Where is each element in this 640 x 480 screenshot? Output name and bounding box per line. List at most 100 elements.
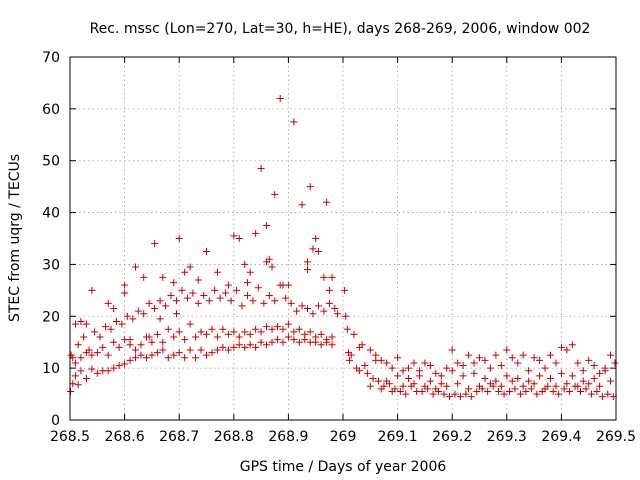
- data-point: [590, 375, 598, 383]
- data-point: [394, 354, 402, 362]
- data-point: [172, 297, 180, 305]
- data-point: [396, 387, 404, 395]
- data-point: [323, 336, 331, 344]
- data-point: [577, 387, 585, 395]
- data-point: [443, 382, 451, 390]
- data-point: [402, 390, 410, 398]
- data-point: [74, 341, 82, 349]
- data-point: [137, 351, 145, 359]
- data-point: [126, 336, 134, 344]
- data-point: [203, 247, 210, 255]
- data-point: [325, 299, 333, 307]
- data-point: [148, 351, 156, 359]
- data-point: [263, 258, 271, 266]
- data-point: [361, 362, 369, 370]
- data-point: [112, 317, 120, 325]
- data-point: [241, 343, 249, 351]
- data-point: [421, 359, 429, 367]
- data-point: [440, 390, 448, 398]
- data-point: [134, 307, 142, 315]
- data-point: [470, 359, 478, 367]
- data-point: [77, 317, 85, 325]
- data-point: [388, 364, 396, 372]
- data-point: [514, 359, 522, 367]
- data-point: [459, 372, 467, 380]
- data-point: [104, 299, 112, 307]
- data-point: [132, 346, 140, 354]
- x-tick-label: 269.2: [432, 429, 472, 445]
- data-point: [598, 393, 606, 401]
- data-point: [506, 387, 514, 395]
- data-point: [593, 387, 601, 395]
- y-tick-label: 30: [42, 257, 60, 273]
- grid-lines: [70, 57, 616, 420]
- data-point: [601, 367, 609, 375]
- data-point: [557, 369, 565, 377]
- data-point: [123, 312, 131, 320]
- data-point: [159, 338, 167, 346]
- data-point: [585, 356, 593, 364]
- data-point: [235, 333, 243, 341]
- data-point: [560, 385, 568, 393]
- data-point: [383, 359, 391, 367]
- x-tick-label: 269.5: [596, 429, 636, 445]
- data-point: [585, 380, 593, 388]
- data-point: [541, 385, 549, 393]
- data-point: [216, 294, 224, 302]
- data-point: [555, 390, 563, 398]
- data-point: [459, 362, 467, 370]
- y-tick-label: 70: [42, 50, 60, 66]
- data-point: [298, 302, 306, 310]
- data-point: [268, 325, 276, 333]
- data-point: [186, 346, 194, 354]
- data-point: [611, 359, 619, 367]
- data-point: [82, 375, 90, 383]
- data-point: [456, 393, 464, 401]
- x-axis: 268.5 268.6 268.7 268.8 268.9 269 269.1 269.2 26…: [50, 57, 636, 445]
- data-point: [192, 354, 200, 362]
- data-point: [328, 333, 336, 341]
- data-point: [186, 320, 194, 328]
- data-point: [481, 356, 489, 364]
- data-point: [590, 362, 598, 370]
- data-point: [148, 338, 156, 346]
- data-point: [290, 336, 298, 344]
- data-point: [607, 377, 615, 385]
- data-point: [241, 328, 249, 336]
- data-point: [290, 328, 298, 336]
- data-point: [197, 328, 205, 336]
- data-point: [323, 198, 331, 206]
- data-point: [484, 387, 492, 395]
- data-point: [170, 279, 178, 287]
- data-point: [104, 367, 112, 375]
- data-point: [80, 333, 88, 341]
- data-point: [82, 320, 90, 328]
- data-point: [429, 390, 437, 398]
- data-point: [246, 341, 254, 349]
- data-point: [415, 372, 423, 380]
- data-point: [230, 328, 238, 336]
- data-point: [454, 380, 462, 388]
- data-point: [132, 263, 140, 271]
- data-point: [110, 338, 118, 346]
- data-point: [399, 367, 407, 375]
- data-point: [99, 343, 107, 351]
- data-point: [519, 382, 527, 390]
- data-point: [405, 375, 413, 383]
- data-point: [121, 281, 129, 289]
- data-point: [213, 268, 221, 276]
- data-point: [145, 333, 153, 341]
- data-point: [194, 276, 202, 284]
- data-point: [115, 362, 123, 370]
- data-point: [546, 375, 554, 383]
- data-point: [331, 305, 339, 313]
- data-point: [374, 377, 382, 385]
- data-point: [175, 349, 183, 357]
- data-point: [186, 263, 194, 271]
- data-point: [164, 325, 172, 333]
- data-point: [260, 299, 268, 307]
- data-point: [71, 372, 79, 380]
- data-point: [183, 294, 191, 302]
- data-point: [93, 369, 101, 377]
